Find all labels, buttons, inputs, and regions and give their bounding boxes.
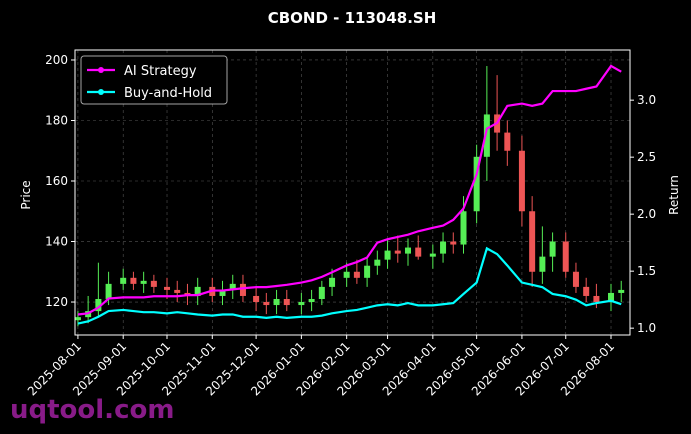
candle-body [120,277,127,284]
y2-axis-label: Return [667,175,681,215]
candle-body [473,156,480,212]
candle-body [74,317,81,321]
candle-body [518,150,525,212]
return-line [77,246,622,325]
candle-body [308,298,315,303]
candle-body [140,280,147,284]
y-tick-label: 160 [45,174,68,188]
candle-body [384,250,391,260]
candle-body [298,302,305,306]
y-axis-label: Price [19,180,33,209]
candle-body [194,286,201,296]
return-line [77,64,622,316]
candle-body [95,298,102,312]
candle-body [440,241,447,254]
candle-body [483,114,490,157]
candle-body [405,247,411,254]
candle-body [229,283,236,290]
candle-body [572,271,579,287]
candle-body [593,295,600,303]
legend-box [80,55,228,105]
candle-body [353,271,360,278]
candle-body [318,286,325,299]
candle-body [608,292,615,303]
legend-marker [98,67,104,73]
candle-body [539,256,546,272]
legend-label: Buy-and-Hold [124,86,212,101]
candle-body [283,298,290,306]
y-tick-label: 140 [45,235,68,249]
candle-body [329,277,336,287]
candle-body [219,289,226,296]
candle-body [374,259,381,266]
y-tick-label: 180 [45,113,68,127]
candle-body [429,253,436,257]
candle-body [253,295,260,303]
plot-frame [74,49,631,336]
y2-tick-label: 2.0 [637,207,656,221]
candle-body [450,241,457,245]
y2-tick-label: 1.0 [637,321,656,335]
y-tick-label: 200 [45,53,68,67]
candle-body [343,271,350,278]
watermark: uqtool.com [10,395,174,425]
candle-body [504,132,511,151]
candle-body [460,211,467,245]
candle-body [130,277,137,284]
legend-marker [98,89,104,95]
candle-body [263,302,270,306]
candle-body [164,286,171,290]
candle-body [549,241,556,257]
y2-tick-label: 1.5 [637,264,656,278]
y2-tick-label: 2.5 [637,150,656,164]
legend-label: AI Strategy [124,64,197,79]
candle-body [529,211,536,272]
candle-body [415,247,422,257]
candle-body [618,289,625,293]
candle-body [394,250,401,254]
y-tick-label: 120 [45,295,68,309]
chart-title: CBOND - 113048.SH [268,9,437,27]
candle-body [562,241,569,272]
candle-body [583,286,590,296]
candle-body [239,283,246,296]
candle-body [174,289,181,293]
y2-tick-label: 3.0 [637,93,656,107]
candle-body [150,280,157,287]
candle-body [364,265,371,278]
candle-body [105,283,112,299]
candle-body [273,298,280,306]
